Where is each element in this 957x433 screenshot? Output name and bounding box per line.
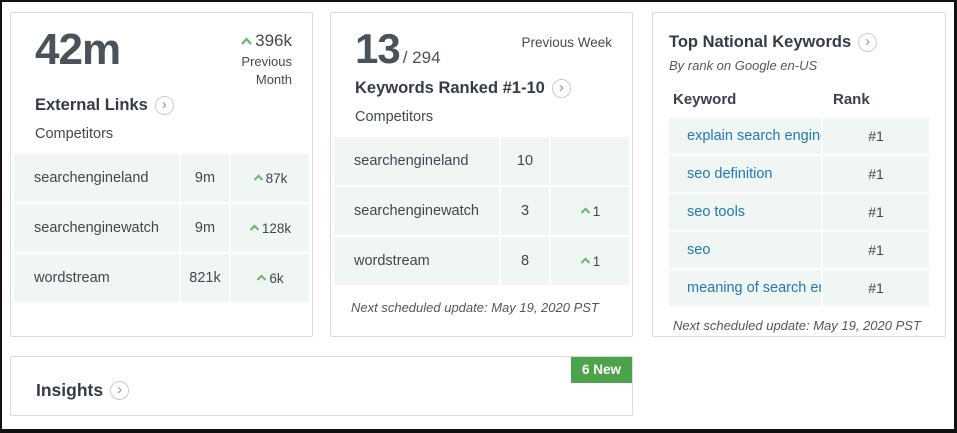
keywords-subtitle: Competitors <box>355 109 434 126</box>
external-links-card: 42m 396k Previous Month External Links ›… <box>10 12 313 337</box>
table-row: explain search engine o... #1 <box>669 118 929 154</box>
keywords-title-row: Keywords Ranked #1-10 › <box>355 79 612 99</box>
chevron-right-icon[interactable]: › <box>858 33 878 52</box>
keyword-link[interactable]: explain search engine o... <box>687 128 821 144</box>
up-arrow-icon <box>256 274 267 282</box>
table-row: seo #1 <box>669 232 929 268</box>
top-keywords-table: explain search engine o... #1 seo defini… <box>669 118 929 306</box>
competitor-name: searchengineland <box>14 154 179 203</box>
competitor-delta <box>551 137 629 186</box>
competitor-name: searchenginewatch <box>334 187 499 236</box>
table-row: wordstream 8 1 <box>334 237 629 286</box>
external-links-title: External Links <box>35 96 148 115</box>
keyword-link[interactable]: seo definition <box>687 166 773 182</box>
competitor-name: searchengineland <box>334 137 499 186</box>
keywords-metric-row: 13 / 294 Previous Week <box>355 25 612 72</box>
table-row: searchenginewatch 3 1 <box>334 187 629 236</box>
new-insights-badge: 6 New <box>570 357 632 383</box>
external-links-delta: 396k <box>226 31 292 51</box>
rank-cell: #1 <box>823 270 929 306</box>
insights-title: Insights <box>36 379 104 400</box>
competitor-delta: 1 <box>551 187 629 236</box>
competitor-value: 9m <box>181 204 229 253</box>
rank-cell: #1 <box>823 232 929 268</box>
table-row: seo tools #1 <box>669 194 929 230</box>
competitor-value: 3 <box>501 187 549 236</box>
top-national-keywords-card: Top National Keywords › By rank on Googl… <box>652 12 946 337</box>
external-links-table: searchengineland 9m 87k searchenginewatc… <box>14 154 309 303</box>
up-arrow-icon <box>253 174 264 182</box>
top-keywords-title: Top National Keywords <box>669 33 852 51</box>
keywords-ranked-card: 13 / 294 Previous Week Keywords Ranked #… <box>330 12 633 337</box>
keyword-link[interactable]: seo <box>687 242 711 258</box>
keyword-cell: meaning of search engi... <box>669 270 821 306</box>
table-row: meaning of search engi... #1 <box>669 270 929 306</box>
keywords-title: Keywords Ranked #1-10 <box>355 79 545 98</box>
table-row: searchenginewatch 9m 128k <box>14 204 309 253</box>
keyword-link[interactable]: seo tools <box>687 204 746 220</box>
competitor-delta: 87k <box>231 154 309 203</box>
external-links-subtitle: Competitors <box>35 126 114 143</box>
keyword-cell: seo <box>669 232 821 268</box>
up-arrow-icon <box>580 257 591 265</box>
competitor-name: searchenginewatch <box>14 204 179 253</box>
table-row: searchengineland 10 <box>334 137 629 186</box>
keyword-cell: seo definition <box>669 156 821 192</box>
top-keywords-subtitle: By rank on Google en-US <box>669 58 818 73</box>
table-row: searchengineland 9m 87k <box>14 154 309 203</box>
top-keywords-column-headers: Keyword Rank <box>669 91 929 108</box>
competitor-delta: 1 <box>551 237 629 286</box>
keywords-metric-total: / 294 <box>402 48 441 67</box>
rank-cell: #1 <box>823 194 929 230</box>
external-links-title-row: External Links › <box>35 96 292 116</box>
external-links-metric: 42m <box>35 25 121 74</box>
rank-cell: #1 <box>823 156 929 192</box>
table-row: wordstream 821k 6k <box>14 254 309 303</box>
insights-title-row: Insights › <box>11 379 130 401</box>
external-links-delta-block: 396k Previous Month <box>226 31 292 88</box>
competitor-value: 821k <box>181 254 229 303</box>
external-links-delta-caption: Previous Month <box>241 54 292 87</box>
keywords-table: searchengineland 10 searchenginewatch 3 … <box>334 137 629 286</box>
up-arrow-icon <box>580 207 591 215</box>
competitor-name: wordstream <box>14 254 179 303</box>
competitor-delta: 6k <box>231 254 309 303</box>
up-arrow-icon <box>240 37 253 46</box>
table-row: seo definition #1 <box>669 156 929 192</box>
chevron-right-icon[interactable]: › <box>154 96 174 116</box>
competitor-name: wordstream <box>334 237 499 286</box>
top-keywords-title-row: Top National Keywords › <box>669 33 929 52</box>
external-links-metric-row: 42m 396k Previous Month <box>35 25 292 88</box>
rank-column-header: Rank <box>833 91 870 108</box>
chevron-right-icon[interactable]: › <box>551 79 571 99</box>
rank-cell: #1 <box>823 118 929 154</box>
keyword-cell: explain search engine o... <box>669 118 821 154</box>
keywords-period-label: Previous Week <box>521 35 612 50</box>
chevron-right-icon[interactable]: › <box>110 380 130 400</box>
keyword-cell: seo tools <box>669 194 821 230</box>
up-arrow-icon <box>249 224 260 232</box>
top-keywords-next-update-note: Next scheduled update: May 19, 2020 PST <box>673 318 921 333</box>
competitor-delta: 128k <box>231 204 309 253</box>
keywords-metric: 13 <box>355 25 401 72</box>
keyword-link[interactable]: meaning of search engi... <box>687 280 821 296</box>
keyword-column-header: Keyword <box>673 91 737 108</box>
competitor-value: 9m <box>181 154 229 203</box>
keywords-next-update-note: Next scheduled update: May 19, 2020 PST <box>351 300 599 316</box>
competitor-value: 8 <box>501 237 549 286</box>
competitor-value: 10 <box>501 137 549 186</box>
insights-card: Insights › 6 New <box>10 356 633 416</box>
